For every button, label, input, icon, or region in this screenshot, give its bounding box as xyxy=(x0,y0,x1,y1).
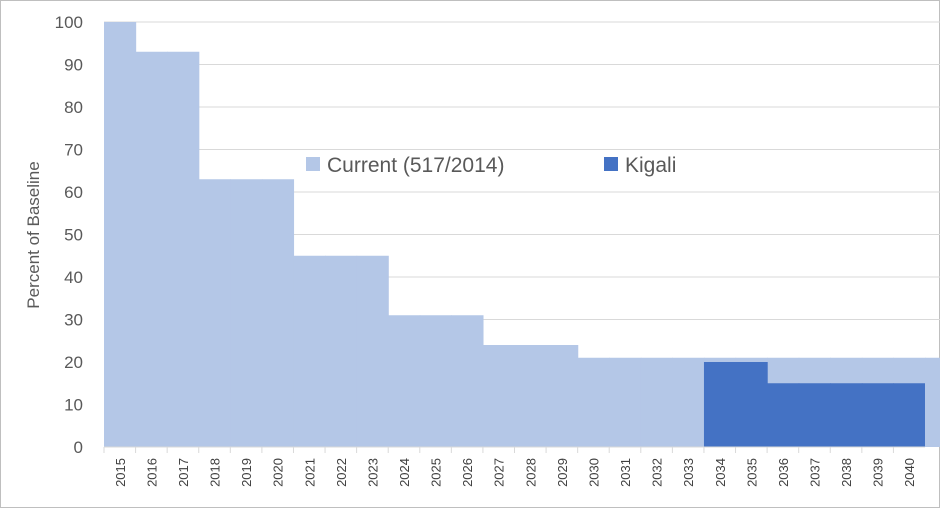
x-tick-label: 2036 xyxy=(776,458,791,487)
area-segment-current-2033 xyxy=(672,357,705,447)
area-segment-current-tail xyxy=(925,357,940,447)
x-tick-label: 2020 xyxy=(271,458,286,487)
y-tick-label: 90 xyxy=(64,56,83,75)
y-tick-label: 60 xyxy=(64,183,83,202)
area-segment-kigali-2037 xyxy=(798,383,831,447)
x-tick-label: 2019 xyxy=(239,458,254,487)
y-axis-ticks: 0 10 20 30 40 50 60 70 80 90 100 xyxy=(55,13,83,457)
legend-swatch-current xyxy=(306,157,320,171)
y-tick-label: 100 xyxy=(55,13,83,32)
area-segment-current-2016 xyxy=(135,51,168,447)
x-tick-label: 2035 xyxy=(744,458,759,487)
y-tick-label: 0 xyxy=(74,438,83,457)
area-segment-current-2031 xyxy=(609,357,642,447)
area-segment-kigali-2035 xyxy=(735,362,768,447)
x-tick-label: 2025 xyxy=(429,458,444,487)
y-tick-label: 50 xyxy=(64,226,83,245)
x-tick-label: 2030 xyxy=(586,458,601,487)
area-segment-kigali-2039 xyxy=(861,383,895,447)
x-tick-label: 2028 xyxy=(523,458,538,487)
y-tick-label: 30 xyxy=(64,311,83,330)
x-tick-label: 2022 xyxy=(334,458,349,487)
legend-swatch-kigali xyxy=(604,157,618,171)
area-segment-kigali-2034 xyxy=(703,362,737,447)
area-segment-current-2018 xyxy=(198,179,231,447)
area-segment-current-2026 xyxy=(451,315,484,447)
x-tick-label: 2032 xyxy=(650,458,665,487)
x-tick-label: 2029 xyxy=(555,458,570,487)
y-tick-label: 80 xyxy=(64,98,83,117)
x-tick-label: 2033 xyxy=(681,458,696,487)
x-tick-label: 2038 xyxy=(839,458,854,487)
y-tick-label: 70 xyxy=(64,141,83,160)
x-tick-label: 2021 xyxy=(302,458,317,487)
x-tick-label: 2034 xyxy=(713,458,728,487)
x-tick-label: 2017 xyxy=(176,458,191,487)
area-segment-current-2020 xyxy=(261,179,295,447)
area-segment-current-2015 xyxy=(104,22,137,447)
area-segment-current-2024 xyxy=(388,315,421,447)
area-segment-current-2017 xyxy=(167,51,200,447)
area-segment-current-2032 xyxy=(640,357,673,447)
area-segment-kigali-2036 xyxy=(767,383,800,447)
x-tick-label: 2039 xyxy=(871,458,886,487)
x-tick-label: 2018 xyxy=(208,458,223,487)
legend-label-kigali: Kigali xyxy=(625,154,676,177)
area-segment-current-2028 xyxy=(514,345,547,447)
area-segment-current-2025 xyxy=(419,315,452,447)
x-tick-label: 2024 xyxy=(397,458,412,487)
area-segment-current-2029 xyxy=(546,345,579,447)
legend-label-current: Current (517/2014) xyxy=(327,154,504,177)
area-segment-current-2022 xyxy=(325,255,358,447)
area-segment-current-2030 xyxy=(577,357,610,447)
y-tick-label: 20 xyxy=(64,353,83,372)
area-segment-current-2027 xyxy=(482,345,516,447)
area-segment-current-2023 xyxy=(356,255,389,447)
area-segment-kigali-2040 xyxy=(893,383,926,447)
x-tick-label: 2026 xyxy=(460,458,475,487)
x-tick-label: 2031 xyxy=(618,458,633,487)
legend: Current (517/2014) Kigali xyxy=(306,154,676,177)
area-segment-current-2021 xyxy=(293,255,326,447)
x-tick-label: 2027 xyxy=(492,458,507,487)
x-tick-label: 2040 xyxy=(902,458,917,487)
area-segment-kigali-2038 xyxy=(830,383,863,447)
y-axis-label: Percent of Baseline xyxy=(24,161,43,308)
y-tick-label: 10 xyxy=(64,396,83,415)
area-segment-current-2019 xyxy=(230,179,263,447)
series-areas xyxy=(104,22,940,447)
x-tick-label: 2037 xyxy=(807,458,822,487)
x-tick-label: 2016 xyxy=(144,458,159,487)
y-tick-label: 40 xyxy=(64,268,83,287)
x-tick-label: 2023 xyxy=(365,458,380,487)
x-axis-ticks: 2015 2016 2017 2018 2019 2020 2021 2022 2023 2024… xyxy=(103,447,917,487)
x-tick-label: 2015 xyxy=(113,458,128,487)
